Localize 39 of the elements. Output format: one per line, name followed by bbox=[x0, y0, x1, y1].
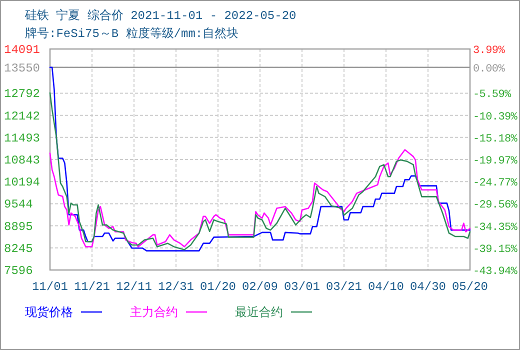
y-tick-label: 13550 bbox=[4, 61, 40, 76]
y2-tick-label: -24.77% bbox=[473, 178, 518, 190]
y2-tick-label: 0.00% bbox=[473, 63, 506, 76]
x-tick-label: 03/01 bbox=[284, 280, 320, 294]
y2-tick-label: 3.99% bbox=[473, 45, 506, 57]
y2-tick-label: -39.15% bbox=[473, 244, 518, 256]
x-tick-label: 11/21 bbox=[74, 280, 110, 294]
y2-tick-label: -43.94% bbox=[473, 266, 518, 278]
y2-tick-label: -34.35% bbox=[473, 222, 518, 234]
x-tick-label: 02/09 bbox=[242, 280, 278, 294]
x-tick-label: 03/21 bbox=[326, 280, 362, 294]
x-tick-label: 12/31 bbox=[158, 280, 194, 294]
x-tick-label: 04/30 bbox=[410, 280, 446, 294]
legend-label: 主力合约 bbox=[130, 305, 178, 320]
y-tick-label: 8245 bbox=[4, 242, 33, 256]
x-tick-label: 11/01 bbox=[32, 280, 68, 294]
y-tick-label: 9544 bbox=[4, 198, 33, 212]
x-tick-label: 01/20 bbox=[200, 280, 236, 294]
y2-tick-label: -29.56% bbox=[473, 200, 518, 212]
line-series bbox=[49, 149, 471, 248]
legend-label: 最近合约 bbox=[235, 306, 283, 320]
x-tick-label: 04/10 bbox=[368, 280, 404, 294]
y-tick-label: 10843 bbox=[4, 154, 40, 168]
y-tick-label: 10194 bbox=[4, 176, 40, 190]
legend-label: 现货价格 bbox=[25, 306, 73, 320]
x-tick-label: 05/20 bbox=[452, 280, 488, 294]
chart-title: 硅铁 宁夏 综合价 2021-11-01 - 2022-05-20 bbox=[24, 8, 296, 23]
y2-tick-label: -15.18% bbox=[473, 133, 518, 146]
y-tick-label: 7596 bbox=[4, 264, 33, 278]
y-tick-label: 12792 bbox=[4, 87, 40, 102]
y2-tick-label: -10.39% bbox=[473, 111, 518, 124]
x-tick-label: 12/11 bbox=[116, 280, 152, 294]
y-tick-label: 14091 bbox=[4, 43, 40, 57]
y2-tick-label: -5.59% bbox=[473, 89, 512, 102]
y2-tick-label: -19.97% bbox=[473, 155, 518, 168]
y-tick-label: 12142 bbox=[4, 109, 40, 124]
chart-subtitle: 牌号:FeSi75～B 粒度等级/mm:自然块 bbox=[25, 26, 239, 41]
y-tick-label: 8895 bbox=[4, 220, 33, 234]
y-tick-label: 11493 bbox=[4, 131, 40, 146]
